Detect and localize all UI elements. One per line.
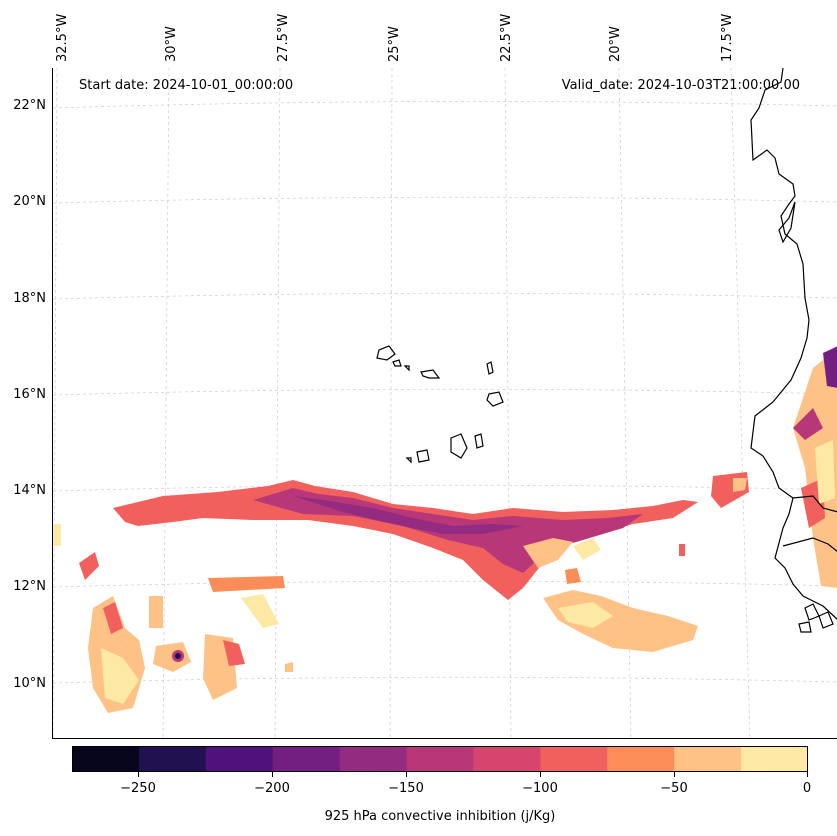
map-frame (52, 68, 837, 739)
colorbar-segment (406, 746, 474, 772)
africa-coast-inlet (778, 201, 796, 244)
cin-fill-band (53, 346, 837, 713)
parallel-18n (53, 292, 837, 300)
lat-label-10n: 10°N (13, 676, 46, 691)
cin-vortex-outer (153, 642, 191, 672)
cin-east-strip (793, 348, 837, 588)
colorbar-tick-200 (272, 772, 273, 777)
colorbar-label-150: −150 (388, 781, 424, 796)
cin-se-patch-2 (679, 544, 685, 556)
lat-label-14n: 14°N (13, 483, 46, 498)
meridian-25w (389, 68, 393, 739)
parallel-10n (53, 676, 837, 684)
colorbar-label-250: −250 (120, 781, 156, 796)
lon-label-22-5w: 22.5°W (499, 13, 514, 62)
cin-sw-patch-5 (241, 594, 279, 628)
island-sao-nicolau (420, 369, 441, 379)
colorbar-label-200: −200 (254, 781, 290, 796)
meridian-30w (162, 68, 170, 739)
island-boa-vista (486, 391, 504, 407)
cin-sw-patch-7 (223, 640, 245, 666)
cin-se-patch (565, 568, 581, 584)
africa-coast-notch (792, 495, 837, 513)
lat-label-20n: 20°N (13, 194, 46, 209)
colorbar-segment (72, 746, 140, 772)
colorbar-tick-0 (807, 772, 808, 777)
cin-sw-patch-4 (208, 576, 285, 592)
cin-band-light-1 (523, 538, 573, 568)
colorbar-segment (138, 746, 207, 772)
lon-label-25w: 25°W (387, 26, 402, 62)
colorbar-segment (473, 746, 541, 772)
lat-label-22n: 22°N (13, 98, 46, 113)
meridian-22-5w (504, 68, 512, 739)
island-brava (405, 457, 412, 464)
africa-coast-notch-2 (782, 537, 837, 552)
colorbar-title: 925 hPa convective inhibition (j/Kg) (324, 809, 556, 824)
lat-label-18n: 18°N (13, 291, 46, 306)
cin-east-strip-magenta (793, 408, 823, 440)
colorbar-tick-50 (674, 772, 675, 777)
start-date-text: Start date: 2024-10-01_00:00:00 (79, 78, 294, 93)
africa-coastline (750, 68, 837, 620)
lon-label-27-5w: 27.5°W (276, 13, 291, 62)
cin-band-light-2 (573, 538, 601, 560)
colorbar-segment (741, 746, 808, 772)
parallel-20n (53, 196, 837, 204)
lon-label-30w: 30°W (164, 26, 179, 62)
colorbar-segment (272, 746, 341, 772)
parallel-22n (53, 101, 837, 109)
island-santo-antao (376, 345, 396, 361)
lon-label-17-5w: 17.5°W (720, 13, 735, 62)
cin-vortex-center (175, 653, 181, 659)
parallel-16n (53, 388, 837, 396)
colorbar-tick-100 (540, 772, 541, 777)
colorbar (72, 746, 808, 772)
island-fogo (416, 449, 430, 463)
cin-west-patch-2 (79, 552, 99, 580)
lon-label-32-5w: 32.5°W (55, 13, 70, 62)
colorbar-segment (205, 746, 274, 772)
colorbar-label-100: −100 (522, 781, 558, 796)
island-sal (486, 361, 494, 375)
colorbar-segment (674, 746, 742, 772)
lon-label-20w: 20°W (608, 26, 623, 62)
cin-se-tongue-light (558, 602, 613, 628)
colorbar-segment (607, 746, 675, 772)
cin-west-patch (53, 524, 61, 546)
lat-label-12n: 12°N (13, 579, 46, 594)
cin-east-strip-light (815, 440, 835, 504)
valid-date-text: Valid_date: 2024-10-03T21:00:00.00 (561, 78, 800, 93)
cin-ne-patch-light (733, 478, 747, 492)
colorbar-label-50: −50 (660, 781, 688, 796)
meridian-32-5w (53, 68, 58, 739)
colorbar-segment (540, 746, 608, 772)
island-sao-vicente (392, 359, 402, 367)
cin-sw-region-light (101, 648, 139, 704)
cin-band-deep (293, 496, 523, 534)
colorbar-label-0: 0 (802, 781, 812, 796)
colorbar-segment (339, 746, 408, 772)
parallel-14n (53, 484, 837, 492)
cin-se-tongue (543, 590, 698, 652)
parallel-12n (53, 580, 837, 588)
cin-band-outer (113, 480, 698, 600)
lat-label-16n: 16°N (13, 387, 46, 402)
bissagos-islands (798, 603, 834, 633)
cin-east-strip-purple (823, 346, 837, 388)
colorbar-outline (72, 746, 808, 772)
island-santiago (450, 433, 468, 459)
cin-sw-region-red (103, 602, 123, 634)
cin-sw-patch-8 (285, 662, 293, 672)
colorbar-tick-150 (406, 772, 407, 777)
parallel-gridlines (53, 101, 837, 684)
island-maio (474, 433, 484, 449)
map-canvas (53, 68, 837, 739)
colorbar-tick-250 (138, 772, 139, 777)
cin-sw-patch-3 (149, 596, 163, 628)
island-santa-luzia (403, 365, 410, 372)
meridian-17-5w (730, 68, 751, 739)
coastlines (376, 68, 837, 633)
meridian-27-5w (274, 68, 281, 739)
